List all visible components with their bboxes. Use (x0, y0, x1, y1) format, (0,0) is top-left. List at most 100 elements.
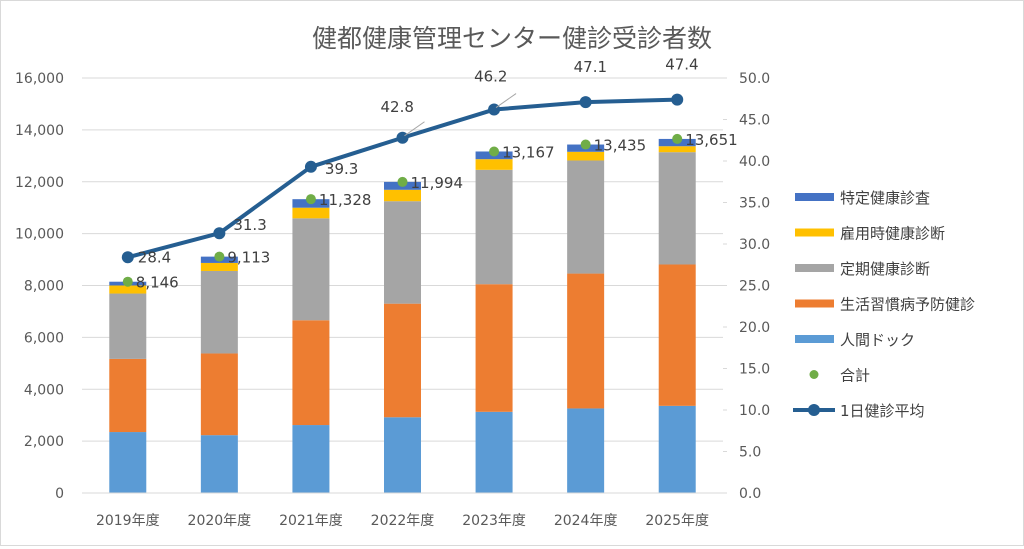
bar-segment (384, 417, 421, 493)
daily-average-line: 28.4 31.3 39.3 42.8 46.2 47.1 47.4 (121, 56, 699, 266)
total-marker (397, 176, 408, 187)
legend-label: 1日健診平均 (840, 402, 925, 420)
total-marker (489, 146, 500, 157)
legend-label: 特定健康診査 (840, 189, 930, 207)
x-tick-label: 2020年度 (188, 513, 252, 529)
line-data-label: 31.3 (233, 216, 266, 234)
legend-swatch (795, 264, 834, 272)
x-tick-label: 2022年度 (371, 513, 435, 529)
legend-swatch (795, 335, 834, 343)
bar-segment (109, 432, 147, 493)
y-right-tick-label: 10.0 (739, 403, 770, 419)
bar-stack (658, 138, 696, 493)
bar-stack (292, 199, 330, 493)
line-data-label: 28.4 (138, 248, 171, 266)
y-right-tick-label: 0.0 (739, 486, 761, 502)
y-left-tick-label: 14,000 (15, 123, 64, 139)
bar-segment (292, 425, 330, 493)
bar-segment (109, 358, 147, 433)
total-markers: 8,146 9,113 11,328 11,994 13,167 13,435 13,651 (122, 131, 738, 292)
bar-segment (475, 169, 513, 285)
legend-item: 1日健診平均 (793, 402, 925, 420)
y-right-tick-label: 40.0 (739, 154, 770, 170)
line-data-label: 39.3 (325, 160, 358, 178)
line-point (671, 93, 684, 106)
bar-segment (658, 146, 696, 153)
y-left-tick-label: 2,000 (24, 434, 64, 450)
bar-stack (200, 256, 238, 493)
legend-marker (808, 404, 820, 416)
bar-segment (658, 405, 696, 493)
y-left-tick-label: 0 (55, 486, 64, 502)
total-data-label: 8,146 (136, 274, 179, 292)
legend-item: 人間ドック (795, 331, 915, 349)
total-marker (672, 133, 683, 144)
x-tick-label: 2019年度 (96, 513, 160, 529)
x-tick-label: 2025年度 (645, 513, 709, 529)
legend-label: 雇用時健康診断 (840, 225, 945, 243)
line-data-label: 46.2 (474, 68, 507, 86)
bar-segment (109, 293, 147, 359)
bar-segment (567, 273, 605, 409)
y-right-tick-label: 50.0 (739, 71, 770, 87)
bar-segment (384, 189, 421, 202)
line-data-label: 42.8 (381, 98, 414, 116)
total-marker (580, 139, 591, 150)
legend-swatch (795, 193, 834, 201)
legend-item: 定期健康診断 (795, 260, 930, 278)
total-marker (305, 194, 316, 205)
total-data-label: 11,994 (411, 174, 464, 192)
y-right-tick-label: 25.0 (739, 279, 770, 295)
line-data-label: 47.4 (665, 56, 698, 74)
legend-label: 合計 (840, 367, 870, 385)
bar-segment (475, 411, 513, 493)
bar-stack (384, 181, 421, 493)
legend-item: 合計 (809, 367, 870, 385)
legend-item: 雇用時健康診断 (795, 225, 945, 243)
legend-item: 生活習慣病予防健診 (795, 296, 975, 314)
bars (109, 138, 696, 493)
x-tick-label: 2024年度 (554, 513, 618, 529)
y-right-tick-label: 45.0 (739, 113, 770, 129)
bar-segment (200, 435, 238, 493)
legend-swatch (795, 299, 834, 308)
total-data-label: 13,435 (594, 137, 647, 155)
y-left-tick-label: 16,000 (15, 71, 64, 87)
x-tick-label: 2021年度 (279, 513, 343, 529)
total-marker (214, 251, 225, 262)
total-data-label: 11,328 (319, 191, 372, 209)
x-axis: 2019年度 2020年度 2021年度 2022年度 2023年度 2024年度 2025… (82, 492, 723, 529)
legend-swatch (795, 228, 834, 237)
y-left-tick-label: 6,000 (24, 330, 64, 346)
bar-segment (384, 201, 421, 304)
chart-title: 健都健康管理センター健診受診者数 (312, 24, 712, 53)
bar-segment (292, 218, 330, 321)
line-point (488, 103, 501, 116)
bar-stack (109, 281, 147, 493)
bar-segment (567, 408, 605, 493)
y-right-tick-label: 15.0 (739, 362, 770, 378)
legend-marker (809, 370, 819, 379)
line-point (579, 96, 592, 109)
bar-segment (384, 303, 421, 418)
line-point (121, 251, 134, 264)
total-data-label: 13,651 (685, 131, 738, 149)
bar-segment (292, 207, 330, 219)
legend-label: 人間ドック (840, 331, 915, 349)
bar-segment (475, 284, 513, 412)
bar-segment (200, 270, 238, 354)
bar-segment (475, 159, 513, 170)
bar-stack (475, 151, 513, 493)
legend-item: 特定健康診査 (795, 189, 930, 207)
y-left-tick-label: 4,000 (24, 382, 64, 398)
bar-stack (567, 144, 605, 493)
leader-line (404, 121, 425, 137)
y-right-tick-label: 5.0 (739, 445, 761, 461)
bar-segment (567, 151, 605, 161)
legend-label: 生活習慣病予防健診 (840, 296, 975, 314)
bar-segment (567, 160, 605, 274)
y-axis-right: 0.0 5.0 10.0 15.0 20.0 25.0 30.0 35.0 40.0 45.0 50… (723, 71, 770, 502)
